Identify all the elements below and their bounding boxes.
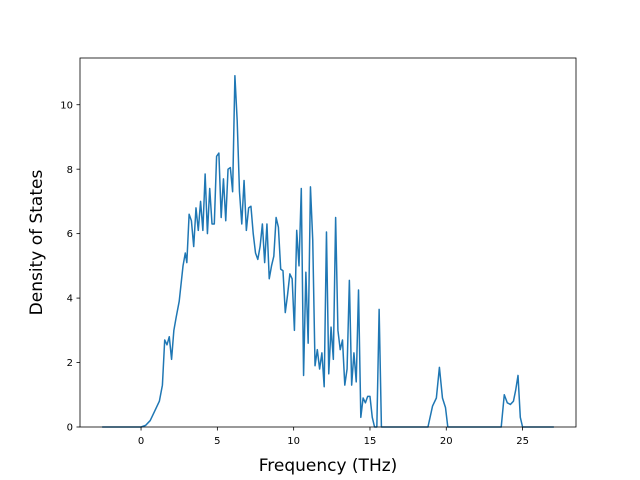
y-tick-label: 2 (67, 358, 73, 369)
series-line (102, 74, 554, 428)
plot-frame (79, 57, 577, 428)
y-axis-label: Density of States (27, 170, 47, 316)
y-tick-label: 10 (60, 100, 73, 111)
y-tick-label: 8 (67, 165, 73, 176)
x-axis-ticks: 0 5 10 15 20 25 (138, 427, 529, 447)
x-tick-label: 5 (214, 436, 220, 447)
x-tick-label: 0 (138, 436, 144, 447)
y-axis-ticks: 0 2 4 6 8 10 (60, 100, 80, 434)
x-tick-label: 20 (440, 436, 453, 447)
x-tick-label: 10 (287, 436, 300, 447)
x-tick-label: 15 (364, 436, 377, 447)
x-tick-label: 25 (516, 436, 529, 447)
y-tick-label: 6 (67, 229, 73, 240)
y-tick-label: 0 (67, 423, 73, 434)
plot-area (79, 57, 577, 428)
x-axis-label: Frequency (THz) (259, 456, 398, 476)
y-tick-label: 4 (67, 294, 73, 305)
